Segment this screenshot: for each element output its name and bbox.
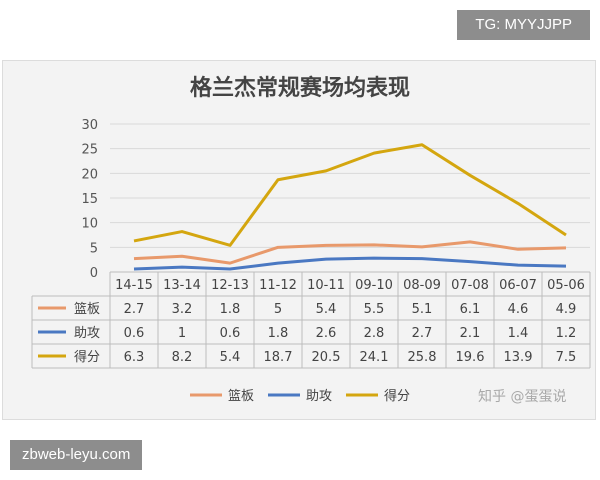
x-tick-label: 14-15 bbox=[115, 278, 153, 293]
data-label: 2.7 bbox=[412, 326, 433, 341]
legend-label: 篮板 bbox=[228, 389, 254, 404]
data-label: 25.8 bbox=[408, 350, 437, 365]
data-label: 3.2 bbox=[172, 302, 193, 317]
data-label: 2.1 bbox=[460, 326, 481, 341]
y-tick-label: 5 bbox=[90, 241, 98, 256]
watermark-text: 知乎 @蛋蛋说 bbox=[478, 389, 567, 405]
data-label: 2.6 bbox=[316, 326, 337, 341]
legend-label: 助攻 bbox=[306, 389, 332, 404]
data-label: 6.1 bbox=[460, 302, 481, 317]
table-series-label: 得分 bbox=[74, 349, 100, 365]
chart-frame bbox=[2, 60, 596, 420]
table-series-label: 篮板 bbox=[74, 302, 100, 317]
table-series-label: 助攻 bbox=[74, 326, 100, 341]
legend-label: 得分 bbox=[384, 388, 410, 404]
data-label: 18.7 bbox=[264, 350, 293, 365]
data-label: 19.6 bbox=[456, 350, 485, 365]
x-tick-label: 07-08 bbox=[451, 278, 489, 293]
data-label: 1.8 bbox=[220, 302, 241, 317]
data-label: 5.4 bbox=[220, 350, 241, 365]
y-tick-label: 25 bbox=[81, 143, 98, 158]
data-label: 4.9 bbox=[556, 302, 577, 317]
data-label: 4.6 bbox=[508, 302, 529, 317]
data-label: 2.7 bbox=[124, 302, 145, 317]
chart-title: 格兰杰常规赛场均表现 bbox=[190, 75, 410, 101]
x-tick-label: 10-11 bbox=[307, 278, 345, 293]
series-line-得分 bbox=[133, 143, 567, 247]
data-label: 7.5 bbox=[556, 350, 577, 365]
y-tick-label: 0 bbox=[90, 266, 98, 281]
x-tick-label: 12-13 bbox=[211, 278, 249, 293]
data-label: 1.8 bbox=[268, 326, 289, 341]
x-tick-label: 06-07 bbox=[499, 278, 537, 293]
y-tick-label: 20 bbox=[81, 167, 98, 182]
data-label: 20.5 bbox=[312, 350, 341, 365]
source-badge-top: TG: MYYJJPP bbox=[457, 10, 590, 40]
data-label: 13.9 bbox=[504, 350, 533, 365]
data-label: 5.1 bbox=[412, 302, 433, 317]
data-label: 1.2 bbox=[556, 326, 577, 341]
x-tick-label: 08-09 bbox=[403, 278, 441, 293]
data-label: 8.2 bbox=[172, 350, 193, 365]
x-tick-label: 13-14 bbox=[163, 278, 201, 293]
data-label: 1 bbox=[178, 326, 186, 341]
x-tick-label: 09-10 bbox=[355, 278, 393, 293]
data-label: 0.6 bbox=[124, 326, 145, 341]
series-line-助攻 bbox=[133, 256, 567, 271]
data-label: 6.3 bbox=[124, 350, 145, 365]
y-tick-label: 10 bbox=[81, 217, 98, 232]
y-tick-label: 15 bbox=[81, 192, 98, 207]
x-tick-label: 05-06 bbox=[547, 278, 585, 293]
data-label: 1.4 bbox=[508, 326, 529, 341]
data-label: 0.6 bbox=[220, 326, 241, 341]
data-label: 5 bbox=[274, 302, 282, 317]
series-line-篮板 bbox=[133, 240, 567, 265]
y-tick-label: 30 bbox=[81, 118, 98, 133]
data-label: 5.5 bbox=[364, 302, 385, 317]
x-tick-label: 11-12 bbox=[259, 278, 297, 293]
data-label: 5.4 bbox=[316, 302, 337, 317]
data-label: 2.8 bbox=[364, 326, 385, 341]
data-label: 24.1 bbox=[360, 350, 389, 365]
source-badge-bottom: zbweb-leyu.com bbox=[10, 440, 143, 470]
